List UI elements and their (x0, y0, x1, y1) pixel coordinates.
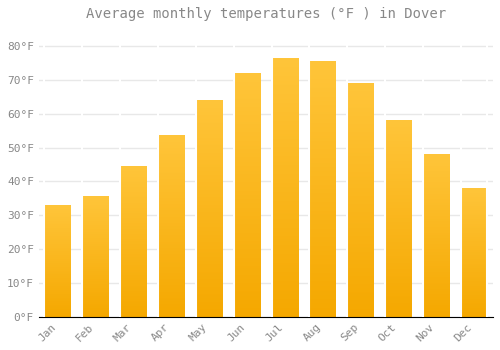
Title: Average monthly temperatures (°F ) in Dover: Average monthly temperatures (°F ) in Do… (86, 7, 446, 21)
